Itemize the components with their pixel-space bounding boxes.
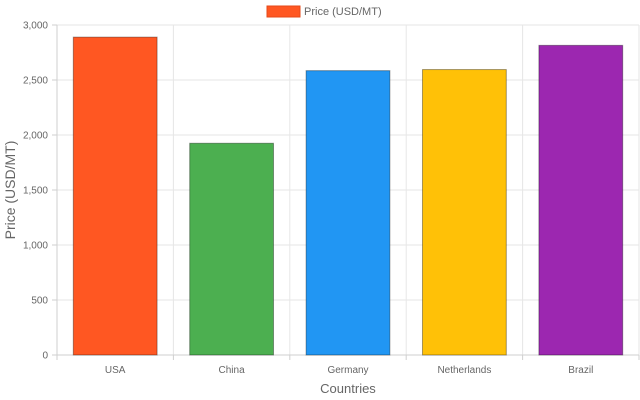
x-tick-label: China	[219, 365, 246, 376]
y-tick-label: 0	[42, 351, 48, 362]
y-tick-label: 2,000	[23, 131, 48, 142]
bar-china[interactable]	[189, 142, 275, 356]
legend-swatch	[266, 5, 301, 18]
legend-label: Price (USD/MT)	[304, 6, 382, 18]
x-tick-label: Germany	[327, 365, 368, 376]
bar-netherlands[interactable]	[421, 69, 507, 356]
legend[interactable]: Price (USD/MT)	[266, 5, 382, 18]
y-tick-label: 2,500	[23, 76, 48, 87]
y-tick-label: 3,000	[23, 21, 48, 32]
bar-brazil[interactable]	[538, 44, 624, 356]
x-axis-ticks: USA China Germany Netherlands Brazil	[56, 355, 640, 376]
y-tick-label: 1,000	[23, 241, 48, 252]
x-axis-title: Countries	[320, 381, 376, 396]
bar-germany[interactable]	[305, 70, 391, 356]
bar-usa[interactable]	[72, 36, 158, 356]
x-tick-label: USA	[105, 365, 126, 376]
y-axis-ticks: 0 500 1,000 1,500 2,000 2,500 3,000	[23, 21, 57, 362]
x-tick-label: Netherlands	[437, 365, 491, 376]
y-tick-label: 1,500	[23, 186, 48, 197]
x-tick-label: Brazil	[568, 365, 593, 376]
y-tick-label: 500	[31, 296, 48, 307]
bars	[72, 36, 624, 356]
y-axis-title: Price (USD/MT)	[2, 141, 18, 240]
